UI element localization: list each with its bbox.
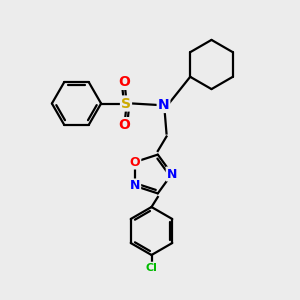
Text: Cl: Cl — [146, 262, 158, 273]
Text: O: O — [130, 155, 140, 169]
Text: O: O — [118, 118, 130, 132]
Text: N: N — [130, 179, 140, 193]
Text: O: O — [118, 75, 130, 89]
Text: N: N — [167, 167, 177, 181]
Text: N: N — [158, 98, 169, 112]
Text: S: S — [121, 97, 131, 110]
